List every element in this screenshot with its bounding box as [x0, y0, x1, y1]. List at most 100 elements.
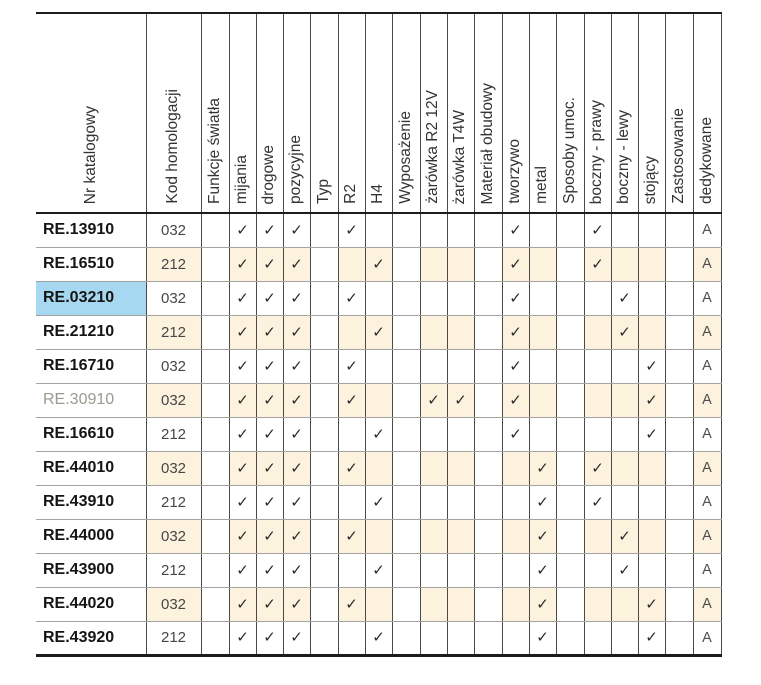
check-cell-drogowe: ✓ [256, 485, 284, 520]
group-spacer-cell [310, 587, 339, 622]
catalog-number-cell[interactable]: RE.16510 [36, 247, 147, 282]
group-spacer-cell [665, 315, 694, 350]
check-cell-metal: ✓ [529, 587, 557, 622]
check-cell-zarowka_r2_12v [420, 519, 448, 554]
check-cell-mijania: ✓ [229, 383, 257, 418]
check-cell-r2: ✓ [338, 213, 366, 248]
column-header-zarowka_r2_12v: żarówka R2 12V [420, 13, 448, 214]
column-header-wrap: boczny - lewy [612, 110, 638, 212]
check-cell-h4: ✓ [365, 553, 393, 588]
check-icon: ✓ [263, 629, 276, 646]
check-cell-zarowka_t4w [447, 213, 475, 248]
check-icon: ✓ [536, 561, 549, 579]
check-cell-tworzywo [502, 621, 530, 656]
table-row: RE.21210 212 ✓ ✓ ✓ ✓ ✓ ✓ A [36, 315, 722, 350]
check-icon: ✓ [290, 391, 303, 409]
check-cell-h4 [365, 587, 393, 622]
check-icon: ✓ [236, 289, 249, 307]
column-header-label: pozycyjne [287, 135, 305, 204]
table-row: RE.43920 212 ✓ ✓ ✓ ✓ ✓ ✓ A [36, 621, 722, 656]
check-icon: ✓ [372, 493, 385, 511]
catalog-number-cell[interactable]: RE.13910 [36, 213, 147, 248]
group-spacer-cell [392, 247, 421, 282]
column-header-wrap: Nr katalogowy [36, 106, 146, 212]
check-cell-boczny_lewy [611, 383, 639, 418]
table-row: RE.16610 212 ✓ ✓ ✓ ✓ ✓ ✓ A [36, 417, 722, 452]
catalog-number-cell[interactable]: RE.03210 [36, 281, 147, 316]
check-cell-mijania: ✓ [229, 417, 257, 452]
check-cell-r2: ✓ [338, 383, 366, 418]
column-header-kod: Kod homologacji [146, 13, 202, 214]
column-header-label: Materiał obudowy [478, 82, 496, 204]
column-header-tworzywo: tworzywo [502, 13, 530, 214]
check-icon: ✓ [236, 561, 249, 579]
group-spacer-cell [310, 485, 339, 520]
catalog-number-cell[interactable]: RE.44010 [36, 451, 147, 486]
homologation-code-cell: 212 [146, 553, 202, 588]
group-spacer-cell [556, 281, 585, 316]
group-spacer-cell [474, 213, 503, 248]
check-icon: ✓ [290, 595, 303, 613]
check-cell-zarowka_r2_12v [420, 213, 448, 248]
check-icon: ✓ [263, 289, 276, 307]
check-cell-boczny_lewy [611, 417, 639, 452]
catalog-number-cell[interactable]: RE.21210 [36, 315, 147, 350]
check-cell-stojacy: ✓ [638, 349, 666, 384]
check-icon: ✓ [536, 527, 549, 545]
catalog-number-cell[interactable]: RE.44020 [36, 587, 147, 622]
check-icon: ✓ [263, 357, 276, 375]
check-cell-pozycyjne: ✓ [283, 383, 311, 418]
check-cell-h4 [365, 349, 393, 384]
column-header-pozycyjne: pozycyjne [283, 13, 311, 214]
check-cell-boczny_prawy [584, 621, 612, 656]
check-cell-mijania: ✓ [229, 451, 257, 486]
check-icon: ✓ [618, 323, 631, 341]
catalog-number-cell[interactable]: RE.30910 [36, 383, 147, 418]
catalog-number-cell[interactable]: RE.16610 [36, 417, 147, 452]
group-spacer-cell [201, 247, 230, 282]
column-header-label: Funkcje światła [205, 98, 223, 204]
group-spacer-cell [474, 281, 503, 316]
check-cell-h4: ✓ [365, 247, 393, 282]
check-cell-zarowka_r2_12v [420, 281, 448, 316]
check-icon: ✓ [536, 629, 549, 646]
group-spacer-cell [310, 349, 339, 384]
check-cell-r2: ✓ [338, 587, 366, 622]
check-icon: ✓ [263, 527, 276, 545]
check-cell-zarowka_t4w [447, 451, 475, 486]
check-cell-tworzywo [502, 587, 530, 622]
catalog-number-cell[interactable]: RE.43900 [36, 553, 147, 588]
check-cell-metal: ✓ [529, 451, 557, 486]
check-icon: ✓ [427, 391, 440, 409]
catalog-number-cell[interactable]: RE.44000 [36, 519, 147, 554]
catalog-number-cell[interactable]: RE.16710 [36, 349, 147, 384]
check-cell-zarowka_r2_12v [420, 621, 448, 656]
column-header-label: metal [533, 166, 551, 204]
check-icon: ✓ [263, 255, 276, 273]
homologation-code-cell: 032 [146, 587, 202, 622]
check-icon: ✓ [345, 289, 358, 307]
check-cell-stojacy [638, 519, 666, 554]
group-spacer-cell [665, 349, 694, 384]
check-cell-boczny_prawy [584, 281, 612, 316]
check-icon: ✓ [591, 255, 604, 273]
group-spacer-cell [201, 383, 230, 418]
check-icon: ✓ [263, 561, 276, 579]
column-header-label: Nr katalogowy [81, 105, 99, 204]
check-cell-drogowe: ✓ [256, 553, 284, 588]
column-header-label: żarówka T4W [451, 109, 469, 204]
catalog-number-cell[interactable]: RE.43920 [36, 621, 147, 656]
catalog-number-cell[interactable]: RE.43910 [36, 485, 147, 520]
check-cell-zarowka_t4w [447, 315, 475, 350]
check-icon: ✓ [372, 425, 385, 443]
homologation-code-cell: 032 [146, 213, 202, 248]
check-cell-drogowe: ✓ [256, 281, 284, 316]
application-cell: A [693, 349, 722, 384]
group-spacer-cell [310, 281, 339, 316]
check-cell-h4: ✓ [365, 315, 393, 350]
check-icon: ✓ [536, 459, 549, 477]
check-cell-h4 [365, 451, 393, 486]
column-header-wrap: żarówka R2 12V [421, 90, 447, 212]
homologation-code-cell: 212 [146, 247, 202, 282]
group-spacer-cell [392, 553, 421, 588]
